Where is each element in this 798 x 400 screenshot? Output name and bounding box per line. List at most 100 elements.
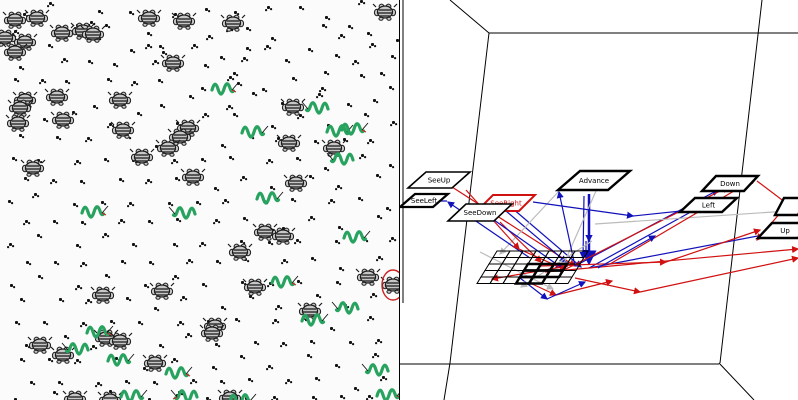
fly-sprite[interactable] [59,298,65,303]
fly-sprite[interactable] [74,359,82,365]
fly-sprite[interactable] [241,57,249,63]
fly-sprite[interactable] [107,78,113,83]
frog-sprite[interactable] [62,390,88,400]
frog-sprite[interactable] [110,121,136,139]
fly-sprite[interactable] [372,353,380,359]
fly-sprite[interactable] [367,316,375,322]
fly-sprite[interactable] [237,82,243,87]
fly-sprite[interactable] [159,344,165,349]
snake-sprite[interactable] [80,205,109,219]
fly-sprite[interactable] [20,298,26,303]
fly-sprite[interactable] [265,6,273,12]
fly-sprite[interactable] [191,44,199,50]
fly-sprite[interactable] [53,220,59,225]
fly-sprite[interactable] [199,242,207,248]
fly-sprite[interactable] [270,186,276,191]
fly-sprite[interactable] [48,44,54,49]
fly-sprite[interactable] [366,395,374,400]
fly-sprite[interactable] [220,56,226,61]
fly-sprite[interactable] [340,395,346,400]
fly-sprite[interactable] [248,378,254,383]
fly-sprite[interactable] [360,74,366,79]
fly-sprite[interactable] [296,157,302,162]
fly-sprite[interactable] [373,99,379,104]
fly-sprite[interactable] [81,221,87,226]
fly-sprite[interactable] [145,44,153,50]
fly-sprite[interactable] [20,358,26,363]
fly-sprite[interactable] [19,66,25,71]
fly-sprite[interactable] [119,178,125,183]
fly-sprite[interactable] [85,299,93,305]
node-seedown[interactable]: SeeDown [445,203,515,222]
node-plate-up[interactable] [755,221,798,240]
fly-sprite[interactable] [39,79,47,85]
fly-sprite[interactable] [216,260,222,265]
fly-sprite[interactable] [310,340,316,345]
frog-sprite[interactable] [276,134,302,152]
frog-sprite[interactable] [136,9,162,27]
fly-sprite[interactable] [246,47,252,52]
frog-sprite[interactable] [171,12,197,30]
snake-sprite[interactable] [255,191,284,205]
fly-sprite[interactable] [312,396,318,400]
fly-sprite[interactable] [175,177,181,182]
fly-sprite[interactable] [90,345,98,351]
node-plate-seeleft[interactable] [400,192,451,209]
fly-sprite[interactable] [339,267,345,272]
snake-sprite[interactable] [361,363,390,377]
snake-sprite[interactable] [301,101,330,115]
fly-sprite[interactable] [377,215,383,220]
fly-sprite[interactable] [8,200,14,205]
snake-sprite[interactable] [164,366,193,380]
fly-sprite[interactable] [266,365,274,371]
fly-sprite[interactable] [88,60,94,65]
fly-sprite[interactable] [262,88,268,93]
fly-sprite[interactable] [186,259,194,265]
fly-sprite[interactable] [168,202,174,207]
fly-sprite[interactable] [30,381,36,386]
fly-sprite[interactable] [154,307,160,312]
fly-sprite[interactable] [311,257,317,262]
fly-sprite[interactable] [196,201,202,206]
fly-sprite[interactable] [54,261,60,266]
fly-sprite[interactable] [176,218,182,223]
fly-sprite[interactable] [354,387,360,392]
fly-sprite[interactable] [48,358,54,363]
fly-sprite[interactable] [389,237,397,243]
frog-sprite[interactable] [90,286,116,304]
fly-sprite[interactable] [275,305,283,311]
snake-sprite[interactable] [375,388,400,400]
fly-sprite[interactable] [64,335,70,340]
fly-sprite[interactable] [201,158,207,163]
node-seeleft[interactable]: SeeLeft [400,192,451,209]
node-seeup[interactable]: SeeUp [405,171,473,189]
fly-sprite[interactable] [37,234,43,239]
snake-sprite[interactable] [85,325,114,339]
node-plate-right-partial[interactable] [773,196,798,217]
frog-sprite[interactable] [142,354,168,372]
frog-sprite[interactable] [129,148,155,166]
fly-sprite[interactable] [102,233,110,239]
node-left[interactable]: Left [676,196,741,214]
fly-sprite[interactable] [93,105,99,110]
fly-sprite[interactable] [352,60,360,66]
fly-sprite[interactable] [149,261,155,266]
fly-sprite[interactable] [221,144,227,149]
fly-sprite[interactable] [74,160,82,166]
fly-sprite[interactable] [281,259,289,265]
fly-sprite[interactable] [80,262,88,268]
fly-sprite[interactable] [172,275,180,281]
fly-sprite[interactable] [240,240,246,245]
fly-sprite[interactable] [144,284,150,289]
frog-sprite[interactable] [5,114,31,132]
snake-sprite[interactable] [300,313,329,327]
snake-sprite[interactable] [61,342,90,356]
fly-sprite[interactable] [308,216,316,222]
fly-sprite[interactable] [61,58,69,64]
fly-sprite[interactable] [234,11,240,16]
frog-sprite[interactable] [160,54,186,72]
fly-sprite[interactable] [240,355,246,360]
fly-sprite[interactable] [308,48,314,53]
agent-brain-3d-view[interactable]: SeeUpSeeLeftSeeRightSeeDownAdvanceDownLe… [400,0,798,400]
fly-sprite[interactable] [173,243,179,248]
